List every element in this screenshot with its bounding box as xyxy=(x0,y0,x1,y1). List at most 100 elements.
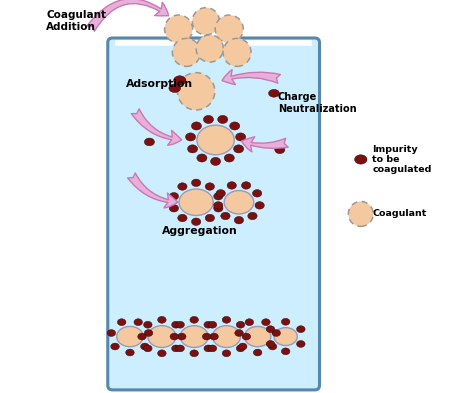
Ellipse shape xyxy=(188,145,198,153)
Ellipse shape xyxy=(180,326,208,347)
Ellipse shape xyxy=(224,154,234,162)
Ellipse shape xyxy=(210,333,219,340)
Ellipse shape xyxy=(141,343,149,350)
Ellipse shape xyxy=(210,157,221,165)
Ellipse shape xyxy=(107,330,116,336)
Ellipse shape xyxy=(238,343,247,350)
Ellipse shape xyxy=(205,214,215,222)
Ellipse shape xyxy=(272,330,281,336)
Ellipse shape xyxy=(117,327,143,347)
Ellipse shape xyxy=(190,316,199,323)
Circle shape xyxy=(192,7,219,35)
Ellipse shape xyxy=(144,321,152,328)
Ellipse shape xyxy=(202,333,211,340)
Circle shape xyxy=(348,202,373,226)
Ellipse shape xyxy=(144,330,153,336)
Ellipse shape xyxy=(204,345,212,352)
Ellipse shape xyxy=(191,179,201,187)
Ellipse shape xyxy=(148,326,176,347)
Text: Impurity
to be
coagulated: Impurity to be coagulated xyxy=(373,145,432,174)
Ellipse shape xyxy=(255,202,264,209)
Ellipse shape xyxy=(242,333,251,340)
Ellipse shape xyxy=(111,343,119,350)
Text: Coagulant
Addition: Coagulant Addition xyxy=(46,11,106,32)
Ellipse shape xyxy=(134,319,143,326)
Ellipse shape xyxy=(214,204,223,212)
Ellipse shape xyxy=(234,145,244,153)
Ellipse shape xyxy=(178,183,187,190)
Ellipse shape xyxy=(145,138,155,146)
Ellipse shape xyxy=(297,340,305,347)
Ellipse shape xyxy=(355,155,367,164)
Ellipse shape xyxy=(170,333,179,340)
Ellipse shape xyxy=(169,193,179,200)
Ellipse shape xyxy=(214,202,223,209)
Ellipse shape xyxy=(236,345,245,352)
Ellipse shape xyxy=(227,182,237,189)
Circle shape xyxy=(177,73,215,110)
Ellipse shape xyxy=(221,212,230,220)
Ellipse shape xyxy=(266,340,275,347)
Ellipse shape xyxy=(197,125,234,155)
Text: Coagulant: Coagulant xyxy=(373,209,427,219)
Ellipse shape xyxy=(178,214,187,222)
Ellipse shape xyxy=(138,333,146,340)
Ellipse shape xyxy=(236,321,245,328)
Circle shape xyxy=(173,39,201,66)
Ellipse shape xyxy=(262,319,270,326)
Ellipse shape xyxy=(236,133,246,141)
FancyBboxPatch shape xyxy=(108,38,319,390)
Ellipse shape xyxy=(248,212,257,220)
Ellipse shape xyxy=(253,189,262,197)
Ellipse shape xyxy=(172,321,180,328)
Ellipse shape xyxy=(216,189,226,197)
Ellipse shape xyxy=(222,350,231,357)
Ellipse shape xyxy=(282,318,290,325)
Ellipse shape xyxy=(177,333,186,340)
Ellipse shape xyxy=(179,189,213,215)
Ellipse shape xyxy=(214,193,223,200)
Ellipse shape xyxy=(269,89,280,97)
Ellipse shape xyxy=(224,191,254,214)
Ellipse shape xyxy=(157,316,166,323)
Text: Aggregation: Aggregation xyxy=(162,226,238,237)
Ellipse shape xyxy=(245,319,254,326)
Ellipse shape xyxy=(190,350,199,357)
Ellipse shape xyxy=(268,343,277,350)
Ellipse shape xyxy=(218,116,228,123)
Text: Charge
Neutralization: Charge Neutralization xyxy=(278,92,356,114)
Circle shape xyxy=(215,15,243,43)
Ellipse shape xyxy=(212,326,240,347)
Ellipse shape xyxy=(176,345,184,352)
Ellipse shape xyxy=(282,348,290,355)
Ellipse shape xyxy=(297,326,305,332)
Text: Adsorption: Adsorption xyxy=(126,79,193,88)
Ellipse shape xyxy=(157,350,166,357)
Ellipse shape xyxy=(173,76,186,85)
Circle shape xyxy=(164,15,192,43)
Ellipse shape xyxy=(169,84,181,92)
Ellipse shape xyxy=(118,319,126,326)
Ellipse shape xyxy=(274,328,297,345)
Ellipse shape xyxy=(234,217,244,224)
Circle shape xyxy=(223,39,251,66)
Ellipse shape xyxy=(197,154,207,162)
Ellipse shape xyxy=(253,349,262,356)
Ellipse shape xyxy=(222,316,231,323)
Ellipse shape xyxy=(241,182,251,189)
Ellipse shape xyxy=(204,321,212,328)
Circle shape xyxy=(196,35,223,62)
Ellipse shape xyxy=(176,321,184,328)
Ellipse shape xyxy=(185,133,196,141)
Ellipse shape xyxy=(275,146,285,154)
Ellipse shape xyxy=(191,122,201,130)
Ellipse shape xyxy=(126,349,134,356)
Ellipse shape xyxy=(205,183,215,190)
Ellipse shape xyxy=(229,122,240,130)
Ellipse shape xyxy=(208,345,217,352)
Ellipse shape xyxy=(235,330,243,336)
Ellipse shape xyxy=(245,327,271,347)
Ellipse shape xyxy=(208,321,217,328)
Ellipse shape xyxy=(203,116,213,123)
Ellipse shape xyxy=(169,204,179,212)
